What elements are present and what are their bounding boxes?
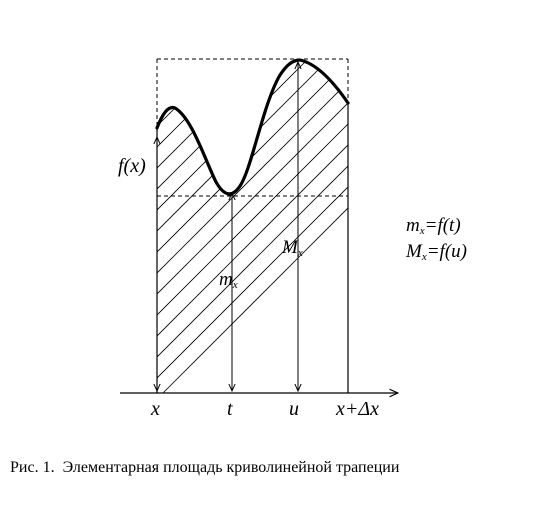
hatch-line (157, 60, 348, 393)
hatch-line (157, 60, 348, 393)
hatch-line (157, 60, 348, 393)
hatch-line (157, 60, 348, 393)
hatch-line (157, 60, 348, 393)
hatch-line (157, 60, 348, 393)
hatch-line (157, 60, 306, 393)
hatch-line (157, 60, 243, 393)
hatch-line (157, 60, 348, 393)
hatch-line (157, 60, 348, 393)
hatch-line (157, 60, 285, 393)
hatch-line (157, 60, 348, 393)
hatch-line (157, 60, 264, 393)
hatch-line (157, 60, 348, 393)
hatch-line (157, 60, 348, 393)
tick-x-plus-dx: x+Δx (335, 398, 379, 420)
formula-Mx: Mx=f(u) (405, 241, 467, 263)
M-label: Mx (281, 237, 303, 259)
hatch-line (157, 60, 201, 393)
hatch-line (157, 60, 348, 393)
f-label: f(x) (118, 155, 146, 177)
tick-x: x (150, 398, 160, 420)
hatch-lines (157, 60, 348, 393)
hatch-line (157, 60, 348, 393)
m-label: mx (219, 269, 238, 291)
hatch-line (157, 60, 327, 393)
hatch-line (157, 60, 348, 393)
hatch-line (157, 60, 348, 393)
m-label-sub: x (232, 279, 238, 291)
hatch-line (157, 60, 348, 393)
hatch-line (157, 60, 348, 393)
hatch-line (157, 60, 348, 393)
hatch-line (157, 60, 348, 393)
tick-u: u (289, 398, 299, 420)
hatch-line (157, 60, 348, 393)
M-label-sub: x (297, 247, 303, 259)
hatch-line (157, 60, 348, 393)
hatch-line (157, 60, 348, 393)
figure-caption: Рис. 1. Элементарная площадь криволинейн… (10, 459, 400, 476)
tick-t: t (227, 398, 233, 420)
hatch-line (157, 60, 348, 393)
function-curve (155, 58, 350, 196)
hatch-line (157, 60, 348, 393)
hatch-line (157, 60, 348, 393)
formula-mx: mx=f(t) (406, 215, 461, 237)
hatch-line (157, 60, 348, 393)
